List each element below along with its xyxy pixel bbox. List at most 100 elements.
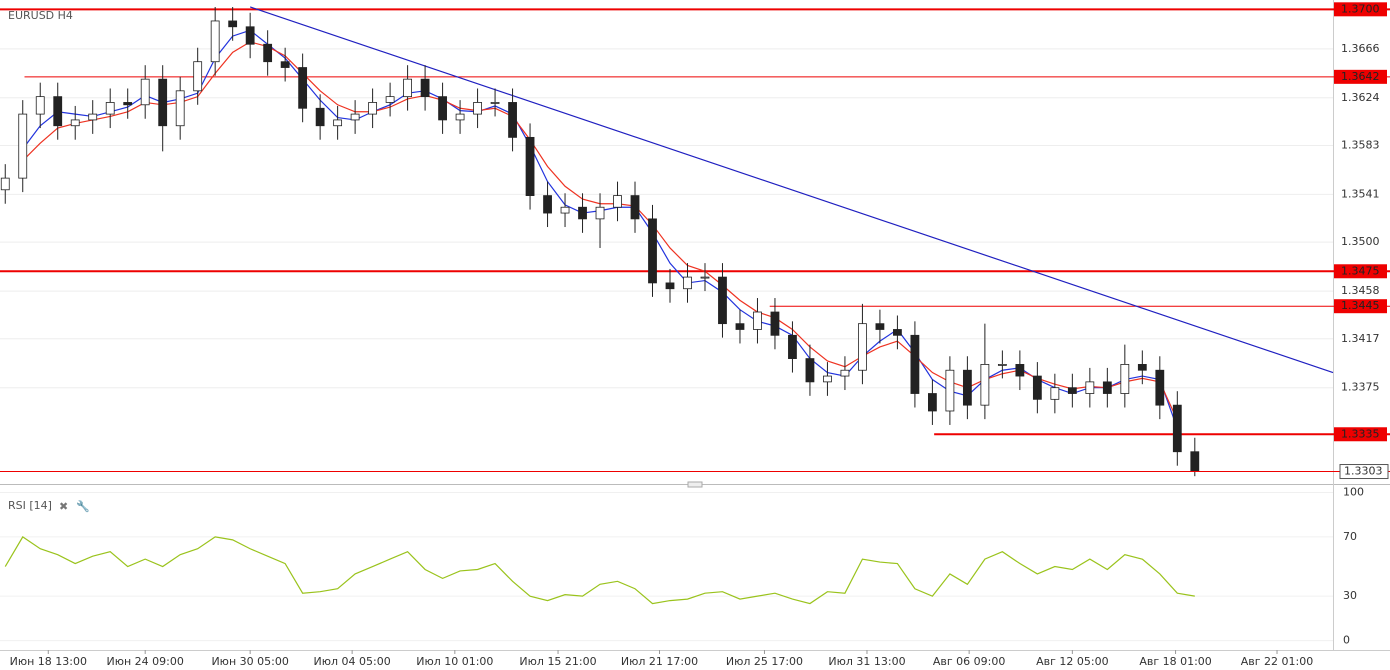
x-tick-label: Июн 18 13:00 (10, 655, 87, 668)
rsi-line (4, 536, 1195, 605)
candle-body (35, 96, 45, 115)
y-tick-label: 1.3417 (1341, 332, 1380, 345)
candle-body (140, 78, 150, 106)
price-panel: 1.3666 1.3624 1.3583 1.3541 1.3500 1.3458 1.34… (0, 2, 1390, 480)
candle-body (1190, 451, 1200, 472)
x-tick-label: Июл 10 01:00 (416, 655, 493, 668)
level-label: 1.3475 (1341, 264, 1380, 277)
y-tick-label: 1.3666 (1341, 42, 1380, 55)
candle-body (368, 102, 378, 115)
candle-body (595, 206, 605, 220)
x-tick-label: Авг 06 09:00 (933, 655, 1005, 668)
y-tick-label: 1.3541 (1341, 187, 1380, 200)
candle-body (420, 78, 430, 98)
candle-body (1015, 364, 1025, 377)
level-label-box (1334, 2, 1387, 17)
candle-body (1120, 364, 1130, 394)
candle-body (718, 276, 727, 325)
x-tick-label: Июл 04 05:00 (314, 655, 391, 668)
level-label: 1.3335 (1341, 427, 1380, 440)
candle-body (753, 311, 762, 330)
y-tick-label: 1.3375 (1341, 381, 1380, 394)
x-tick-label: Авг 18 01:00 (1139, 655, 1211, 668)
rsi-title: RSI [14] (8, 499, 52, 512)
level-label-box (1334, 264, 1387, 279)
candle-body (175, 90, 185, 127)
candle-body (683, 276, 692, 290)
candle-body (245, 26, 255, 45)
candle-body (858, 323, 867, 371)
y-tick-label: 1.3500 (1341, 235, 1380, 248)
candle-body (613, 195, 622, 208)
candle-body (788, 334, 797, 359)
candle-body (105, 102, 115, 115)
y-tick-label: 1.3583 (1341, 139, 1380, 152)
candle-body (385, 96, 395, 103)
candle-body (630, 195, 640, 220)
candle-body (962, 369, 972, 406)
x-tick-label: Июл 31 13:00 (828, 655, 905, 668)
candle-body (210, 20, 220, 63)
y-tick-label: 0 (1343, 634, 1350, 647)
candle-body (805, 358, 815, 383)
settings-icon[interactable]: 🔧 (76, 499, 90, 513)
current-price-label: 1.3303 (1344, 465, 1383, 478)
candle-body (648, 218, 657, 284)
separator-handle[interactable] (687, 481, 703, 488)
candle-body (1067, 387, 1077, 394)
candle-body (158, 78, 168, 127)
y-tick-label: 100 (1343, 485, 1364, 498)
candle-body (438, 96, 447, 121)
level-label: 1.3642 (1341, 70, 1380, 83)
candle-body (910, 334, 920, 394)
candle-body (193, 61, 203, 92)
y-tick-label: 1.3624 (1341, 91, 1380, 104)
candle-body (1085, 381, 1095, 394)
candle-body (350, 113, 360, 121)
candle-body (88, 113, 98, 121)
candle-body (770, 311, 780, 336)
candle-body (997, 364, 1007, 366)
chart-title: EURUSD H4 (8, 9, 73, 22)
close-icon[interactable]: ✖ (59, 500, 68, 513)
candle-body (578, 206, 587, 220)
rsi-panel: 100 70 30 0 (0, 485, 1364, 647)
candle-body (700, 276, 710, 279)
candle-body (1032, 375, 1042, 400)
y-tick-label: 30 (1343, 589, 1357, 602)
candle-body (1137, 364, 1147, 371)
x-tick-label: Июл 25 17:00 (726, 655, 803, 668)
candle-body (70, 119, 80, 127)
level-label-box (1334, 299, 1387, 314)
candle-body (823, 375, 832, 383)
candle-body (490, 102, 500, 104)
candle-body (473, 102, 482, 115)
level-label: 1.3445 (1341, 299, 1380, 312)
x-tick-label: Июл 21 17:00 (621, 655, 698, 668)
x-tick-label: Июн 24 09:00 (107, 655, 184, 668)
candle-body (403, 78, 412, 98)
candle-body (665, 282, 675, 290)
candle-body (315, 107, 325, 127)
candle-body (123, 102, 133, 106)
candle-body (333, 119, 343, 127)
x-tick-label: Авг 22 01:00 (1241, 655, 1313, 668)
x-tick-label: Июл 15 21:00 (519, 655, 596, 668)
candle-body (298, 67, 308, 109)
level-label: 1.3700 (1341, 2, 1380, 15)
x-tick-label: Июн 30 05:00 (211, 655, 288, 668)
candle-body (455, 113, 465, 121)
candle-body (1102, 381, 1112, 394)
candle-body (228, 20, 238, 28)
candle-body (53, 96, 63, 127)
current-price-box (1339, 464, 1389, 480)
candle-body (543, 195, 552, 214)
level-label-box (1334, 69, 1387, 84)
x-tick-label: Авг 12 05:00 (1036, 655, 1108, 668)
trend-line (249, 6, 1334, 374)
candle-body (263, 43, 273, 63)
y-tick-label: 70 (1343, 530, 1357, 543)
candle-body (508, 102, 517, 138)
